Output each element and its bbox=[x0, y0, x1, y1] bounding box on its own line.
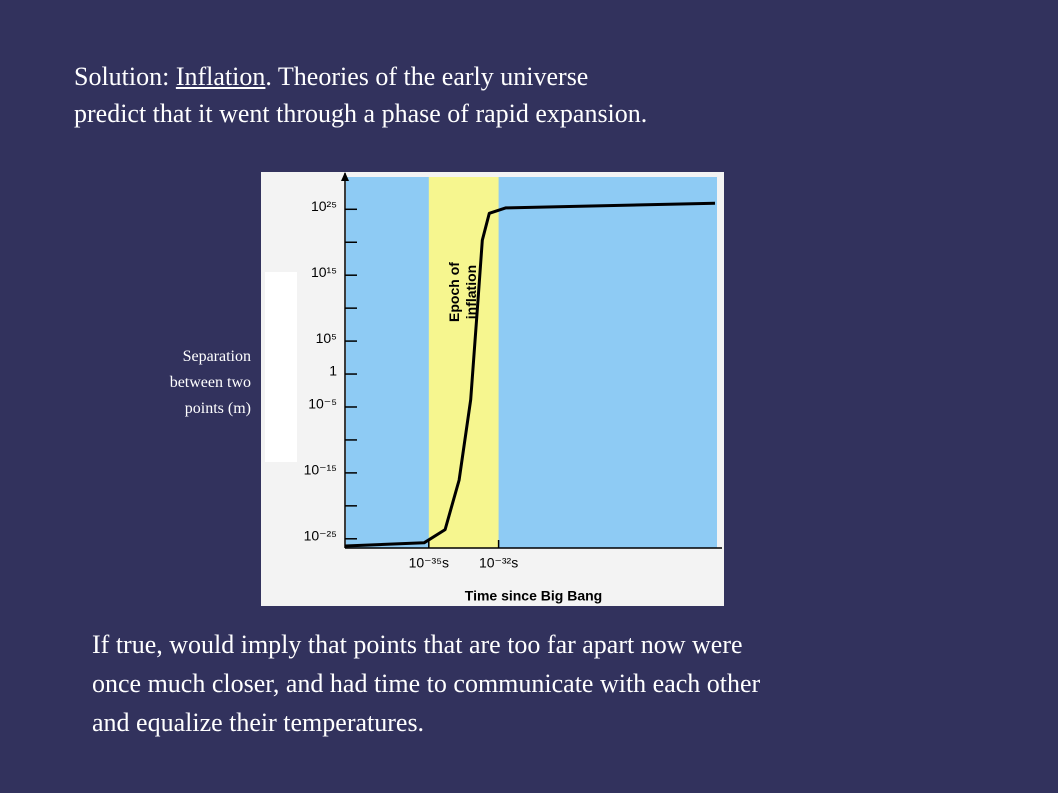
y-tick-label: 10⁵ bbox=[316, 330, 337, 346]
y-tick-label: 10²⁵ bbox=[311, 198, 337, 214]
chart-patch bbox=[265, 272, 297, 462]
intro-prefix: Solution: bbox=[74, 62, 176, 91]
band-label: Epoch of bbox=[446, 262, 462, 322]
plot-area bbox=[346, 177, 717, 548]
intro-rest: . Theories of the early universe bbox=[265, 62, 589, 91]
conclusion-line: If true, would imply that points that ar… bbox=[92, 630, 743, 659]
y-tick-label: 10¹⁵ bbox=[311, 264, 337, 280]
intro-line: Solution: Inflation. Theories of the ear… bbox=[74, 58, 588, 96]
y-tick-label: 10⁻²⁵ bbox=[304, 527, 337, 543]
band-label: inflation bbox=[463, 265, 479, 319]
conclusion-line: and equalize their temperatures. bbox=[92, 708, 425, 737]
conclusion-line: once much closer, and had time to commun… bbox=[92, 669, 761, 698]
curve bbox=[344, 201, 716, 548]
chart: Epoch of inflation 10²⁵ 10¹⁵ 10⁵ 1 10⁻⁵ 10⁻¹⁵ 10… bbox=[261, 172, 724, 606]
intro-link: Inflation bbox=[175, 62, 266, 91]
y-tick-label: 10⁻¹⁵ bbox=[304, 462, 337, 478]
x-tick-label: 10⁻³²s bbox=[479, 555, 518, 571]
x-tick-label: 10⁻³⁵s bbox=[409, 555, 449, 571]
y-axis-arrow bbox=[341, 172, 349, 181]
x-axis-label: Time since Big Bang bbox=[465, 588, 602, 604]
intro-line: predict that it went through a phase of … bbox=[74, 99, 648, 128]
y-tick-label: 1 bbox=[329, 363, 337, 379]
inflation-band bbox=[428, 177, 499, 548]
y-axis-label: Separation between two points (m) bbox=[169, 348, 251, 417]
y-tick-label: 10⁻⁵ bbox=[308, 396, 337, 412]
